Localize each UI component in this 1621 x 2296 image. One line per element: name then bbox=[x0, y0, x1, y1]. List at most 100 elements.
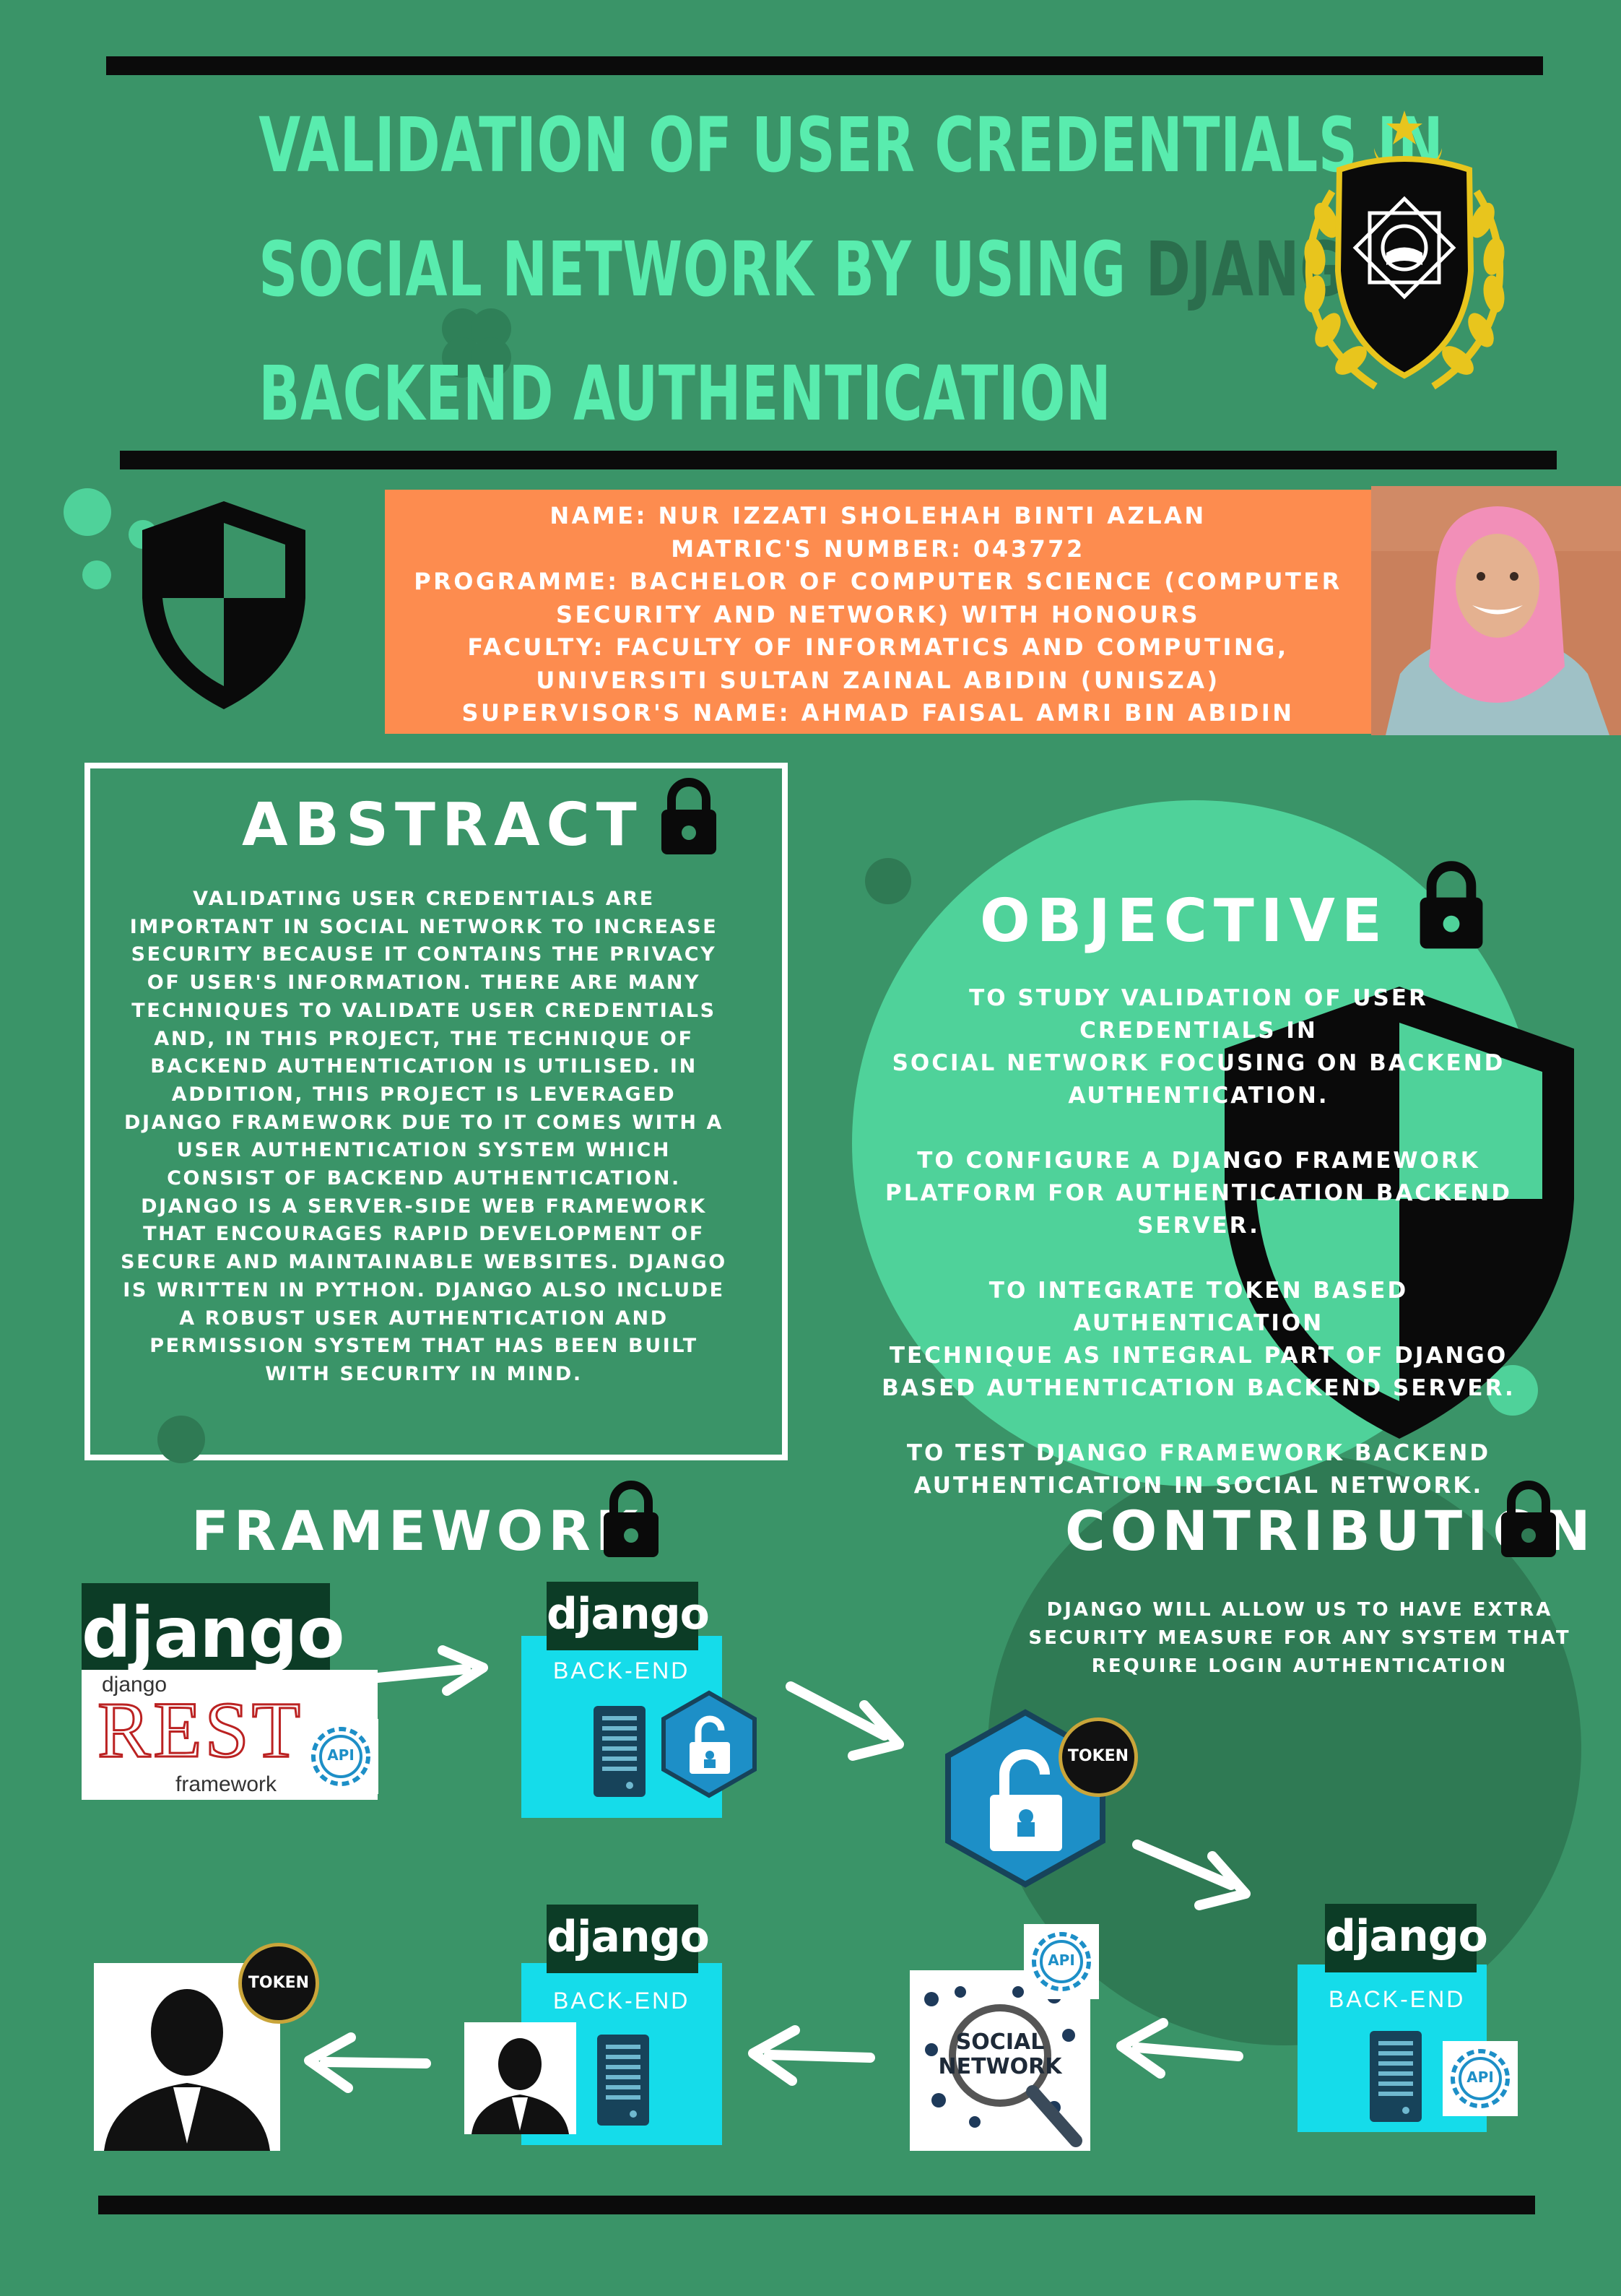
decor-dot-4 bbox=[157, 1416, 205, 1463]
student-info-text: NAME: NUR IZZATI SHOLEHAH BINTI AZLAN MA… bbox=[385, 500, 1371, 730]
api-gear-icon: API bbox=[1443, 2041, 1518, 2116]
title-bottom-bar bbox=[120, 451, 1557, 469]
objective-line: TO STUDY VALIDATION OF USER CREDENTIALS … bbox=[969, 985, 1428, 1044]
objective-item-2: TO CONFIGURE A DJANGO FRAMEWORK PLATFORM… bbox=[874, 1145, 1524, 1242]
shield-icon bbox=[134, 497, 314, 714]
server-icon bbox=[596, 2033, 651, 2127]
abstract-line: VALIDATING USER CREDENTIALS ARE bbox=[193, 888, 655, 910]
title-line-2: SOCIAL NETWORK BY USING DJANGO bbox=[258, 225, 1391, 313]
info-matric: MATRIC'S NUMBER: 043772 bbox=[671, 534, 1085, 563]
rest-big-label: REST bbox=[97, 1686, 303, 1774]
arrow-left-icon bbox=[740, 2019, 877, 2091]
student-photo bbox=[1371, 486, 1621, 735]
objective-item-4: TO TEST DJANGO FRAMEWORK BACKEND AUTHENT… bbox=[874, 1437, 1524, 1502]
abstract-line: DJANGO IS A SERVER-SIDE WEB FRAMEWORK bbox=[141, 1195, 707, 1218]
abstract-line: WITH SECURITY IN MIND. bbox=[265, 1362, 583, 1385]
objective-item-3: TO INTEGRATE TOKEN BASED AUTHENTICATION … bbox=[874, 1275, 1524, 1405]
info-programme-cont: SECURITY AND NETWORK) WITH HONOURS bbox=[555, 600, 1201, 628]
large-shield-icon bbox=[1219, 982, 1580, 1444]
framework-heading: FRAMEWORK bbox=[191, 1499, 643, 1563]
title-line-1: VALIDATION OF USER CREDENTIALS IN bbox=[258, 101, 1444, 189]
objective-item-1: TO STUDY VALIDATION OF USER CREDENTIALS … bbox=[874, 982, 1524, 1112]
title-line-2-part1: SOCIAL NETWORK BY USING bbox=[258, 225, 1146, 313]
objective-line: SERVER. bbox=[1137, 1213, 1260, 1239]
info-name: NAME: NUR IZZATI SHOLEHAH BINTI AZLAN bbox=[549, 502, 1207, 529]
api-gear-icon: API bbox=[303, 1719, 378, 1794]
contribution-line: SECURITY MEASURE FOR ANY SYSTEM THAT bbox=[1028, 1627, 1571, 1649]
abstract-line: ADDITION, THIS PROJECT IS LEVERAGED bbox=[171, 1083, 677, 1106]
info-supervisor: SUPERVISOR'S NAME: AHMAD FAISAL AMRI BIN… bbox=[461, 699, 1295, 727]
user-avatar-icon bbox=[94, 1963, 280, 2151]
abstract-lock-icon bbox=[659, 778, 719, 856]
rest-framework-label: framework bbox=[175, 1772, 277, 1796]
backend-label: BACK-END bbox=[1329, 1986, 1466, 2012]
objective-line: BASED AUTHENTICATION BACKEND SERVER. bbox=[882, 1375, 1516, 1401]
abstract-line: IMPORTANT IN SOCIAL NETWORK TO INCREASE bbox=[129, 915, 718, 938]
objective-line: TO TEST DJANGO FRAMEWORK BACKEND bbox=[906, 1440, 1491, 1466]
info-university: UNIVERSITI SULTAN ZAINAL ABIDIN (UNISZA) bbox=[536, 666, 1220, 694]
objective-line: SOCIAL NETWORK FOCUSING ON BACKEND bbox=[892, 1050, 1505, 1076]
abstract-line: SECURE AND MAINTAINABLE WEBSITES. DJANGO bbox=[121, 1251, 727, 1274]
info-faculty: FACULTY: FACULTY OF INFORMATICS AND COMP… bbox=[467, 633, 1289, 661]
rest-small-label: django bbox=[102, 1673, 168, 1697]
decor-dot-1 bbox=[64, 488, 111, 536]
objective-heading: OBJECTIVE bbox=[980, 887, 1389, 956]
objective-line: AUTHENTICATION IN SOCIAL NETWORK. bbox=[913, 1473, 1484, 1499]
abstract-line: TECHNIQUES TO VALIDATE USER CREDENTIALS bbox=[131, 999, 716, 1022]
objective-line: TECHNIQUE AS INTEGRAL PART OF DJANGO bbox=[889, 1343, 1508, 1369]
decor-dot-3 bbox=[82, 560, 111, 589]
abstract-line: SECURITY BECAUSE IT CONTAINS THE PRIVACY bbox=[131, 943, 717, 966]
user-avatar-icon bbox=[464, 2022, 576, 2134]
token-badge: TOKEN bbox=[238, 1943, 319, 2024]
abstract-heading: ABSTRACT bbox=[242, 791, 643, 859]
arrow-right-icon bbox=[357, 1643, 495, 1701]
social-label-1: SOCIAL bbox=[955, 2029, 1045, 2055]
arrow-left-icon bbox=[296, 2026, 433, 2098]
django-logo: django bbox=[547, 1905, 710, 1973]
abstract-line: USER AUTHENTICATION SYSTEM WHICH bbox=[176, 1139, 672, 1162]
abstract-line: OF USER'S INFORMATION. THERE ARE MANY bbox=[147, 971, 701, 995]
api-label: API bbox=[327, 1746, 355, 1764]
abstract-line: PERMISSION SYSTEM THAT HAS BEEN BUILT bbox=[149, 1335, 698, 1358]
social-network-image: SOCIAL NETWORK bbox=[910, 1970, 1090, 2151]
student-info-box: NAME: NUR IZZATI SHOLEHAH BINTI AZLAN MA… bbox=[385, 490, 1371, 734]
objective-lock-icon bbox=[1417, 861, 1486, 950]
social-label-2: NETWORK bbox=[938, 2054, 1062, 2079]
framework-lock-icon bbox=[601, 1481, 661, 1559]
token-label: TOKEN bbox=[248, 1974, 310, 1992]
abstract-line: IS WRITTEN IN PYTHON. DJANGO ALSO INCLUD… bbox=[123, 1278, 725, 1301]
contribution-line: DJANGO WILL ALLOW US TO HAVE EXTRA bbox=[1046, 1599, 1553, 1621]
info-programme: PROGRAMME: BACHELOR OF COMPUTER SCIENCE … bbox=[414, 568, 1342, 595]
abstract-line: CONSIST OF BACKEND AUTHENTICATION. bbox=[167, 1167, 681, 1190]
server-icon bbox=[1368, 2029, 1423, 2123]
objective-line: PLATFORM FOR AUTHENTICATION BACKEND bbox=[885, 1180, 1512, 1206]
abstract-box bbox=[84, 763, 788, 1460]
top-border-bar bbox=[106, 56, 1543, 75]
contribution-text: DJANGO WILL ALLOW US TO HAVE EXTRA SECUR… bbox=[1025, 1596, 1574, 1681]
contribution-lock-icon bbox=[1498, 1481, 1559, 1559]
title-line-3: BACKEND AUTHENTICATION bbox=[258, 350, 1112, 438]
university-crest-logo bbox=[1282, 105, 1542, 411]
backend-label: BACK-END bbox=[553, 1988, 690, 2014]
objective-line: TO INTEGRATE TOKEN BASED AUTHENTICATION bbox=[988, 1278, 1409, 1336]
server-icon bbox=[592, 1704, 647, 1798]
django-logo: django bbox=[547, 1582, 710, 1650]
abstract-line: BACKEND AUTHENTICATION IS UTILISED. IN bbox=[150, 1055, 697, 1078]
abstract-line: THAT ENCOURAGES RAPID DEVELOPMENT OF bbox=[143, 1223, 705, 1246]
api-gear-icon: API bbox=[1024, 1924, 1099, 1999]
objective-line: AUTHENTICATION. bbox=[1068, 1083, 1329, 1109]
abstract-text: VALIDATING USER CREDENTIALS ARE IMPORTAN… bbox=[108, 885, 739, 1389]
unlock-hexagon-icon bbox=[661, 1690, 758, 1798]
bottom-border-bar bbox=[98, 2196, 1535, 2214]
arrow-down-right-icon bbox=[1130, 1827, 1260, 1921]
clover-decoration bbox=[430, 296, 523, 393]
api-label: API bbox=[1048, 1951, 1075, 1969]
arrow-down-right-icon bbox=[783, 1672, 913, 1773]
token-badge: TOKEN bbox=[1059, 1717, 1138, 1797]
decor-dot-6 bbox=[1487, 1365, 1538, 1416]
django-logo: django bbox=[1325, 1904, 1488, 1972]
abstract-line: A ROBUST USER AUTHENTICATION AND bbox=[179, 1307, 669, 1330]
abstract-line: DJANGO FRAMEWORK DUE TO IT COMES WITH A bbox=[123, 1111, 724, 1134]
contribution-line: REQUIRE LOGIN AUTHENTICATION bbox=[1091, 1655, 1508, 1677]
objective-text: TO STUDY VALIDATION OF USER CREDENTIALS … bbox=[874, 982, 1524, 1502]
